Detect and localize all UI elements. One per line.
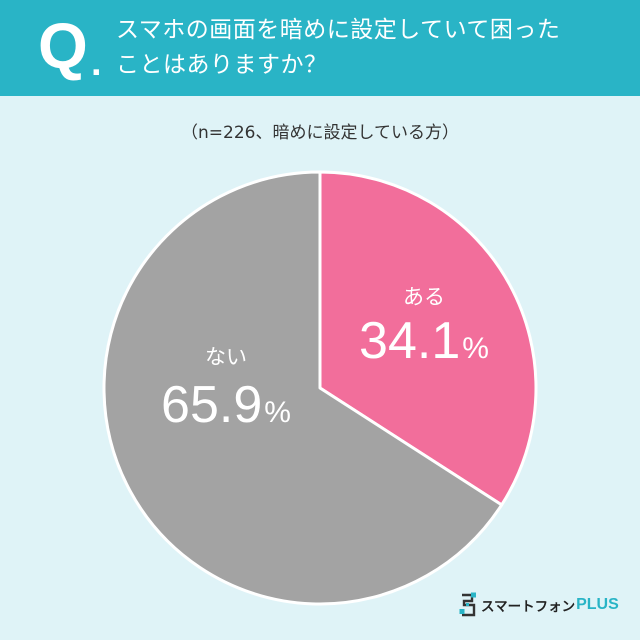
logo-name: スマートフォン	[481, 599, 576, 615]
question-mark-letter: Q	[38, 10, 88, 82]
slice-value-yes: 34.1%	[359, 312, 489, 370]
question-mark-dot: .	[91, 42, 102, 84]
pie-slice-no	[102, 170, 504, 606]
slice-label-no: ない	[205, 345, 247, 369]
sample-note: （n=226、暗めに設定している方）	[181, 123, 459, 143]
question-title-line-2: ことはありますか？	[116, 52, 328, 78]
logo-suffix: PLUS	[576, 596, 619, 613]
slice-label-yes: ある	[403, 285, 445, 309]
brand-logo: スマートフォン PLUS	[459, 591, 619, 619]
slice-value-no: 65.9%	[161, 376, 291, 434]
question-title-line-1: スマホの画面を暗めに設定していて困った	[116, 17, 561, 43]
question-header: Q . スマホの画面を暗めに設定していて困った ことはありますか？	[0, 0, 640, 96]
question-title: スマホの画面を暗めに設定していて困った ことはありますか？	[116, 13, 560, 83]
smartphone-plus-logo-icon	[459, 592, 476, 617]
